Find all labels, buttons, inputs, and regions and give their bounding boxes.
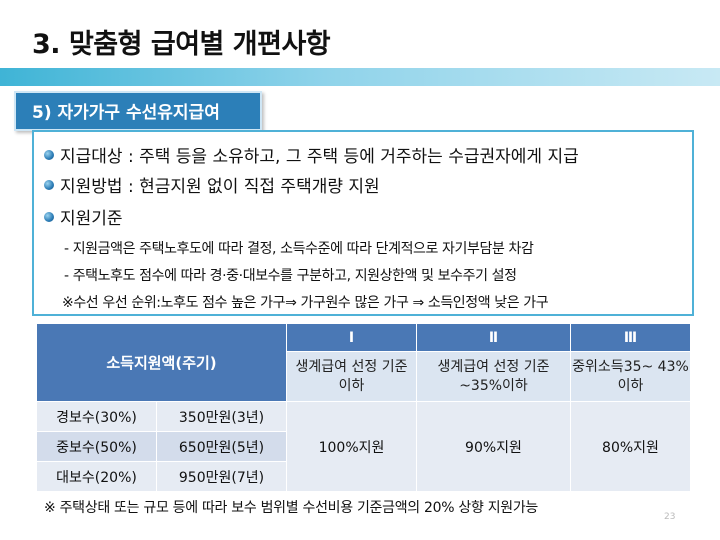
bullet-text: 지원기준	[60, 209, 123, 229]
level-header-2: Ⅱ	[416, 323, 571, 352]
bullet-criteria: 지원기준	[44, 204, 123, 229]
section-label: 5) 자가가구 수선유지급여	[14, 91, 262, 131]
repair-amount: 350만원(3년)	[156, 401, 287, 432]
sub-item-amount: - 지원금액은 주택노후도에 따라 결정, 소득수준에 따라 단계적으로 자기부…	[64, 241, 534, 257]
table-header-label: 소득지원액(주기)	[36, 323, 287, 402]
repair-amount: 650만원(5년)	[156, 431, 287, 462]
priority-note: ※수선 우선 순위:노후도 점수 높은 가구⇒ 가구원수 많은 가구 ⇒ 소득인…	[62, 295, 549, 311]
repair-type: 중보수(50%)	[36, 431, 157, 462]
content-box: 지급대상 : 주택 등을 소유하고, 그 주택 등에 거주하는 수급권자에게 지…	[32, 130, 694, 316]
support-rate-2: 90%지원	[416, 401, 571, 492]
bullet-text: 지원방법 : 현금지원 없이 직접 주택개량 지원	[60, 177, 380, 197]
support-rate-1: 100%지원	[286, 401, 417, 492]
bullet-icon	[44, 179, 54, 190]
bullet-icon	[44, 211, 54, 222]
repair-type: 대보수(20%)	[36, 461, 157, 492]
repair-type: 경보수(30%)	[36, 401, 157, 432]
bullet-method: 지원방법 : 현금지원 없이 직접 주택개량 지원	[44, 172, 380, 197]
level-header-3: Ⅲ	[570, 323, 691, 352]
support-rate-3: 80%지원	[570, 401, 691, 492]
bullet-target: 지급대상 : 주택 등을 소유하고, 그 주택 등에 거주하는 수급권자에게 지…	[44, 142, 579, 167]
bullet-icon	[44, 149, 54, 160]
header-band	[0, 68, 720, 86]
footnote: ※ 주택상태 또는 규모 등에 따라 보수 범위별 수선비용 기준금액의 20%…	[44, 500, 539, 516]
repair-amount: 950만원(7년)	[156, 461, 287, 492]
page-number: 23	[664, 512, 676, 522]
level-header-1: Ⅰ	[286, 323, 417, 352]
criteria-1: 생계급여 선정 기준 이하	[286, 351, 417, 402]
bullet-text: 지급대상 : 주택 등을 소유하고, 그 주택 등에 거주하는 수급권자에게 지…	[60, 147, 579, 167]
page-title: 3. 맞춤형 급여별 개편사항	[32, 29, 331, 60]
support-table: 소득지원액(주기) Ⅰ Ⅱ Ⅲ 생계급여 선정 기준 이하 생계급여 선정 기준…	[36, 323, 691, 492]
sub-item-score: - 주택노후도 점수에 따라 경·중·대보수를 구분하고, 지원상한액 및 보수…	[64, 268, 517, 284]
criteria-2: 생계급여 선정 기준~35%이하	[416, 351, 571, 402]
criteria-3: 중위소득35~ 43%이하	[570, 351, 691, 402]
